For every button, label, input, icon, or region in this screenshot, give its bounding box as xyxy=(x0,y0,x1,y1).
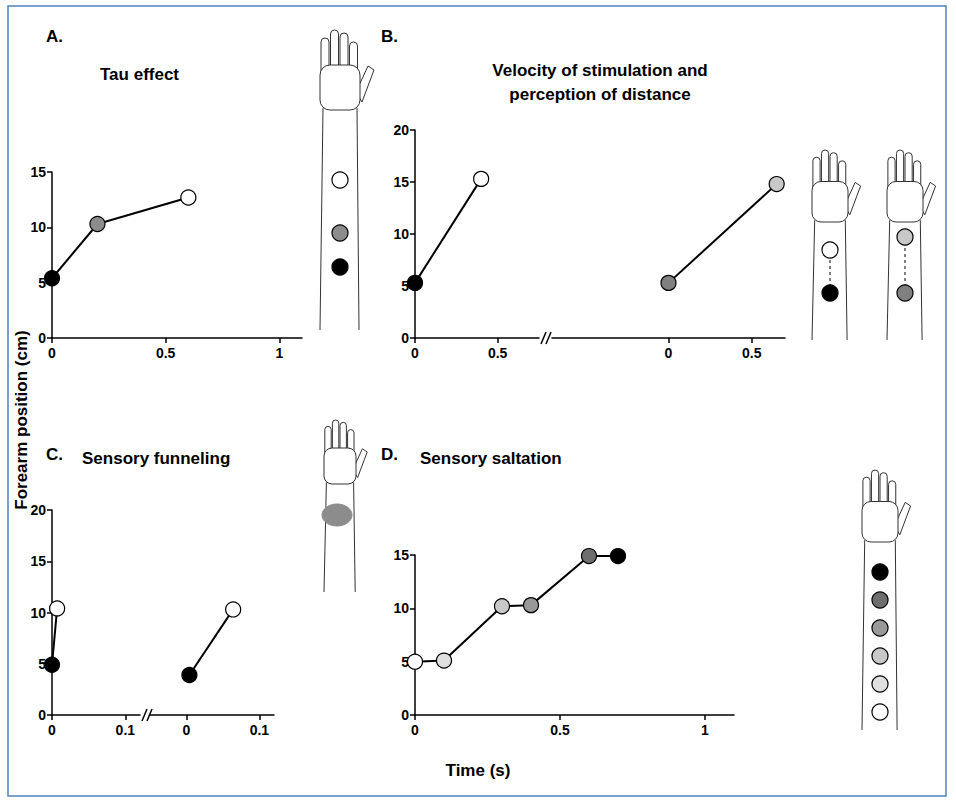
svg-text:5: 5 xyxy=(401,653,409,670)
svg-text:0: 0 xyxy=(411,345,419,361)
svg-text:20: 20 xyxy=(30,502,46,518)
svg-text:0: 0 xyxy=(401,330,409,346)
svg-text:Sensory funneling: Sensory funneling xyxy=(82,449,230,468)
svg-text:0.5: 0.5 xyxy=(488,345,508,361)
svg-text:0: 0 xyxy=(401,707,409,723)
svg-text:Forearm position (cm): Forearm position (cm) xyxy=(12,330,31,509)
svg-text:1: 1 xyxy=(701,722,709,738)
svg-text:0: 0 xyxy=(183,722,191,738)
svg-text:5: 5 xyxy=(38,274,46,291)
svg-text:C.: C. xyxy=(46,445,63,464)
svg-text:0: 0 xyxy=(48,345,56,361)
svg-text:A.: A. xyxy=(46,27,63,46)
svg-text:5: 5 xyxy=(401,278,409,294)
svg-text:0.1: 0.1 xyxy=(116,722,136,738)
svg-text:0.5: 0.5 xyxy=(550,722,570,738)
svg-text:0: 0 xyxy=(411,722,419,738)
svg-text:perception of distance: perception of distance xyxy=(509,85,690,104)
svg-text:20: 20 xyxy=(393,122,409,138)
svg-text:10: 10 xyxy=(393,226,409,242)
svg-text:0: 0 xyxy=(48,722,56,738)
svg-text:D.: D. xyxy=(381,445,398,464)
svg-text:10: 10 xyxy=(393,600,409,616)
svg-text:Time (s): Time (s) xyxy=(446,761,511,780)
svg-text:15: 15 xyxy=(30,553,46,569)
svg-text:5: 5 xyxy=(38,655,46,672)
svg-text:Sensory saltation: Sensory saltation xyxy=(420,449,562,468)
svg-text:15: 15 xyxy=(393,547,409,563)
svg-text:0: 0 xyxy=(38,707,46,723)
svg-text:10: 10 xyxy=(30,605,46,621)
svg-text:1: 1 xyxy=(275,345,283,361)
svg-text:10: 10 xyxy=(30,219,46,235)
svg-text:B.: B. xyxy=(381,27,398,46)
svg-text:Tau effect: Tau effect xyxy=(100,65,179,84)
svg-text:15: 15 xyxy=(393,174,409,190)
svg-text:0.1: 0.1 xyxy=(250,722,270,738)
svg-text:15: 15 xyxy=(30,164,46,180)
svg-text:0: 0 xyxy=(665,345,673,361)
svg-text:0.5: 0.5 xyxy=(156,345,176,361)
svg-text:Velocity of stimulation and: Velocity of stimulation and xyxy=(492,61,707,80)
svg-text:0: 0 xyxy=(38,330,46,346)
svg-text:0.5: 0.5 xyxy=(742,345,762,361)
